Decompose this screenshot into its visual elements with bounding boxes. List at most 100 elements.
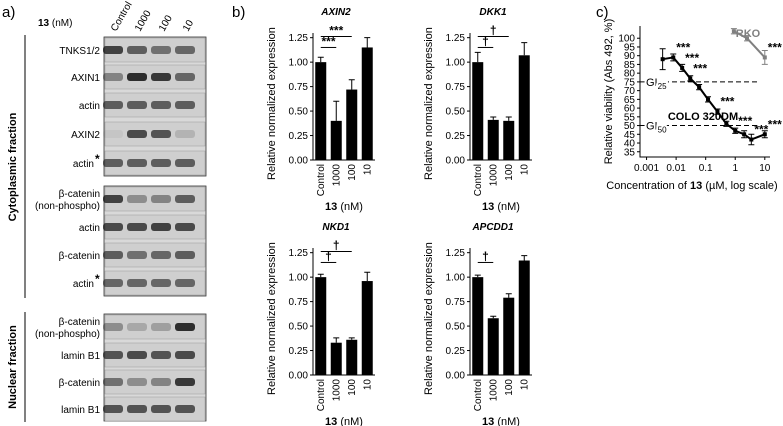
x-tick-label: 10 xyxy=(759,163,771,174)
error-bar xyxy=(490,315,497,319)
x-axis-label: 13 (nM) xyxy=(482,201,520,213)
y-tick-label: 50 xyxy=(624,121,636,132)
y-tick-label: 55 xyxy=(624,112,636,123)
reference-label-sub: 25 xyxy=(658,82,667,91)
y-tick-label: 1.00 xyxy=(289,273,309,284)
bar xyxy=(472,62,484,161)
lane-label: Control xyxy=(109,0,135,33)
band xyxy=(127,351,147,359)
y-tick-label: 0.25 xyxy=(446,131,466,142)
band xyxy=(151,351,171,359)
bar xyxy=(361,47,373,160)
annotation: *** xyxy=(768,40,782,54)
error-bar xyxy=(505,293,512,298)
y-tick-label: 0.25 xyxy=(289,346,309,357)
y-tick-label: 100 xyxy=(618,34,635,45)
point xyxy=(724,121,729,126)
annotation: *** xyxy=(676,40,690,54)
row-label: β-catenin xyxy=(59,251,100,262)
panel-label: b) xyxy=(232,4,245,21)
y-tick-label: 75 xyxy=(624,77,636,88)
bar xyxy=(346,339,358,375)
y-tick-label: 45 xyxy=(624,130,636,141)
band xyxy=(127,223,147,231)
row-label: β-catenin xyxy=(59,189,100,200)
error-bar xyxy=(474,51,481,63)
unit: (nM) xyxy=(340,416,363,426)
row-label: lamin B1 xyxy=(61,351,100,362)
bar xyxy=(346,89,358,160)
band xyxy=(103,73,123,81)
y-axis-label: Relative normalized expression xyxy=(423,242,435,395)
y-tick-label: 0.25 xyxy=(289,131,309,142)
series-name: COLO 320DM xyxy=(668,111,738,123)
bar xyxy=(315,277,327,375)
band xyxy=(151,405,171,413)
compound: 13 xyxy=(38,18,50,29)
y-axis-label: Relative normalized expression xyxy=(423,27,435,180)
compound: 13 xyxy=(325,416,337,426)
y-tick-label: 0.00 xyxy=(289,371,309,382)
band xyxy=(175,323,195,331)
y-tick-label: 0.75 xyxy=(289,82,309,93)
point xyxy=(706,97,711,102)
point xyxy=(671,55,676,60)
band xyxy=(127,405,147,413)
band xyxy=(175,279,195,287)
y-tick-label: 60 xyxy=(624,104,636,115)
x-tick-label: 1000 xyxy=(488,164,499,187)
y-tick-label: 1.00 xyxy=(446,58,466,69)
error-bar xyxy=(364,37,371,48)
band xyxy=(103,130,123,138)
y-tick-label: 0.00 xyxy=(289,156,309,167)
band xyxy=(175,223,195,231)
band xyxy=(151,223,171,231)
y-tick-label: 70 xyxy=(624,86,636,97)
x-axis-label: 13 (nM) xyxy=(482,416,520,426)
x-tick-label: Control xyxy=(473,164,484,196)
panel-label: a) xyxy=(2,4,15,21)
group-label: Cytoplasmic fraction xyxy=(7,112,19,221)
band xyxy=(151,195,171,203)
x-tick-label: Control xyxy=(316,379,327,411)
y-tick-label: 0.50 xyxy=(289,107,309,118)
point xyxy=(733,128,738,133)
x-tick-label: Control xyxy=(473,379,484,411)
x-tick-label: 10 xyxy=(519,164,530,176)
error-bar xyxy=(333,337,340,343)
row-label: actin xyxy=(73,279,94,290)
y-tick-label: 35 xyxy=(624,147,636,158)
reference-label-sub: 50 xyxy=(658,126,667,135)
error-bar xyxy=(317,56,324,63)
band xyxy=(103,223,123,231)
error-bar xyxy=(317,273,324,278)
bar xyxy=(518,260,530,375)
compound: 13 xyxy=(482,416,494,426)
y-axis-label: Relative normalized expression xyxy=(266,27,278,180)
y-tick-label: 95 xyxy=(624,42,636,53)
band xyxy=(175,251,195,259)
y-tick-label: 0.50 xyxy=(446,322,466,333)
band xyxy=(175,73,195,81)
band xyxy=(151,378,171,386)
band xyxy=(127,73,147,81)
compound: 13 xyxy=(325,201,337,213)
y-tick-label: 0.00 xyxy=(446,156,466,167)
x-tick-label: 100 xyxy=(504,164,515,181)
annotation: *** xyxy=(685,51,699,65)
band xyxy=(175,159,195,167)
y-tick-label: 80 xyxy=(624,69,636,80)
x-tick-label: 1000 xyxy=(488,379,499,402)
x-tick-label: 100 xyxy=(347,164,358,181)
band xyxy=(103,195,123,203)
band xyxy=(103,323,123,331)
band xyxy=(103,101,123,109)
band xyxy=(175,405,195,413)
band xyxy=(103,46,123,54)
band xyxy=(151,251,171,259)
label-text: (µM, log scale) xyxy=(705,180,777,192)
row-label: TNKS1/2 xyxy=(59,46,100,57)
bar xyxy=(518,55,530,160)
bar xyxy=(487,119,499,160)
